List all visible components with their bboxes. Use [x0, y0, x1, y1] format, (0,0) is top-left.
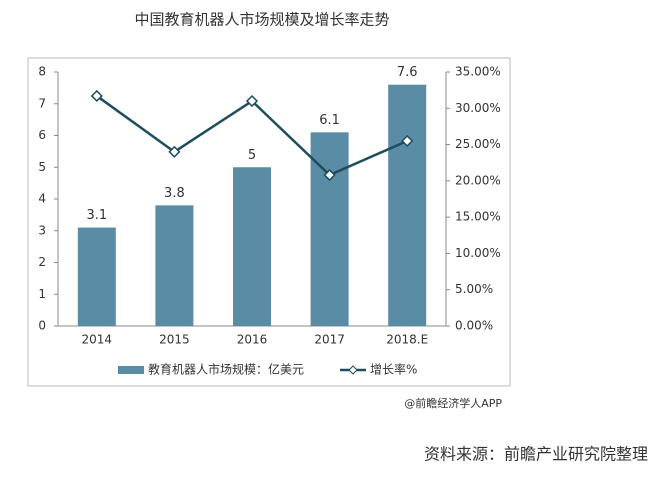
y-tick-label: 7 — [38, 96, 46, 110]
bar — [388, 84, 427, 326]
y-tick-label: 8 — [38, 65, 46, 79]
line-marker — [245, 94, 259, 108]
y-tick-label: 3 — [38, 223, 46, 237]
chart-frame — [27, 57, 511, 387]
y2-tick-label: 35.00% — [455, 65, 501, 79]
x-tick-label: 2016 — [237, 333, 268, 347]
line — [96, 94, 408, 177]
x-tick-label: 2015 — [159, 333, 190, 347]
y2-tick-label: 10.00% — [455, 246, 501, 260]
y-tick-label: 2 — [38, 255, 46, 269]
y2-tick-label: 30.00% — [455, 101, 501, 115]
data-label: 3.8 — [164, 186, 185, 201]
y-tick-label: 5 — [38, 160, 46, 174]
source-note: 资料来源：前瞻产业研究院整理 — [424, 445, 648, 464]
y2-tick-label: 20.00% — [455, 173, 501, 187]
line-marker — [323, 168, 336, 182]
legend-label: 增长率% — [370, 362, 417, 377]
legend-swatch — [348, 365, 358, 375]
line-marker — [168, 145, 181, 158]
chart-title: 中国教育机器人市场规模及增长率走势 — [134, 11, 389, 29]
line-marker — [90, 89, 103, 103]
x-tick-label: 2018.E — [386, 333, 428, 347]
line-marker — [401, 134, 414, 148]
watermark: @前瞻经济学人APP — [404, 396, 502, 410]
y-tick-label: 6 — [38, 128, 46, 142]
y-tick-label: 1 — [38, 287, 46, 301]
y2-tick-label: 0.00% — [455, 319, 493, 333]
y-tick-label: 4 — [38, 192, 46, 206]
legend-label: 教育机器人市场规模：亿美元 — [148, 362, 304, 377]
y2-tick-label: 15.00% — [455, 210, 501, 224]
data-label: 3.1 — [86, 208, 107, 223]
y2-tick-label: 5.00% — [455, 282, 493, 296]
x-tick-label: 2014 — [82, 333, 113, 347]
y2-tick-label: 25.00% — [455, 137, 501, 151]
data-label: 7.6 — [397, 65, 418, 80]
bar — [155, 205, 194, 326]
legend-swatch — [118, 366, 144, 374]
x-tick-label: 2017 — [314, 333, 345, 347]
y-tick-label: 0 — [38, 319, 46, 333]
data-label: 6.1 — [319, 113, 340, 128]
bar — [77, 227, 116, 326]
bar — [233, 167, 271, 326]
data-label: 5 — [248, 148, 256, 163]
